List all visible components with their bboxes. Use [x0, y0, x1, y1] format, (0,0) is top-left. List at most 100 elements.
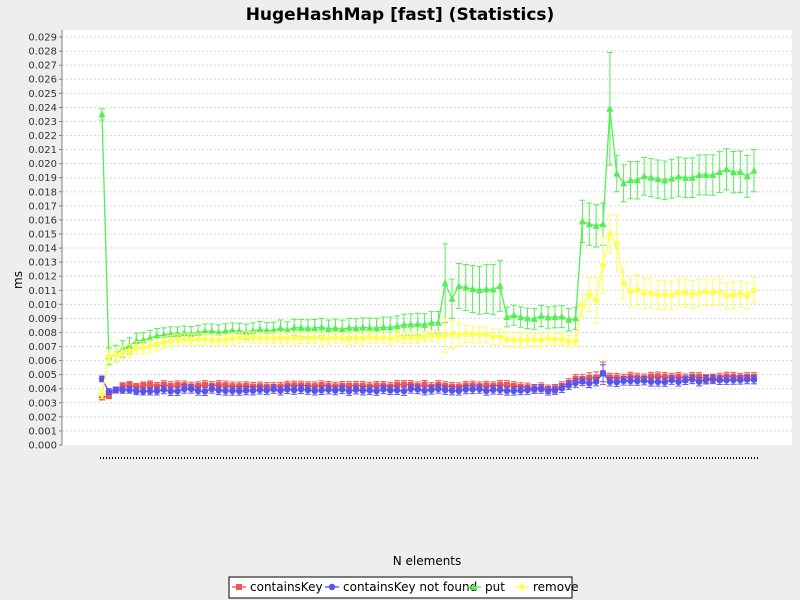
x-tick-dot — [451, 457, 452, 459]
legend-item: containsKey not found — [325, 580, 477, 594]
x-tick-dot — [742, 457, 743, 459]
x-tick-dot — [745, 457, 746, 459]
data-point — [448, 330, 457, 339]
x-tick-dot — [124, 457, 125, 459]
data-point — [441, 331, 450, 340]
data-point — [242, 387, 250, 394]
x-tick-dot — [652, 457, 653, 459]
x-tick-dot — [370, 457, 371, 459]
y-tick-label: 0.006 — [28, 356, 57, 367]
x-tick-dot — [637, 457, 638, 459]
data-point — [105, 388, 113, 395]
data-point — [620, 377, 627, 385]
data-point — [544, 334, 553, 343]
x-tick-dot — [691, 457, 692, 459]
data-point — [435, 385, 442, 393]
x-tick-dot — [589, 457, 590, 459]
data-point — [215, 328, 223, 336]
data-point — [716, 377, 723, 384]
data-point — [414, 320, 422, 328]
x-tick-dot — [319, 457, 320, 459]
data-point — [324, 334, 333, 343]
data-point — [695, 170, 703, 178]
data-point — [256, 325, 264, 333]
data-point — [345, 334, 354, 343]
data-point — [372, 334, 381, 343]
x-tick-dot — [139, 457, 140, 459]
x-tick-dot — [151, 457, 152, 459]
data-point — [167, 382, 174, 389]
x-tick-dot — [658, 457, 659, 459]
x-tick-dot — [616, 457, 617, 459]
x-tick-dot — [433, 457, 434, 459]
x-tick-dot — [523, 457, 524, 459]
data-point — [373, 324, 381, 332]
data-point — [207, 335, 216, 344]
data-point — [214, 336, 223, 345]
data-point — [291, 382, 298, 389]
data-point — [195, 383, 202, 390]
x-tick-dot — [193, 457, 194, 459]
x-tick-dot — [340, 457, 341, 459]
data-point — [441, 279, 449, 287]
data-point — [201, 388, 209, 395]
x-tick-dot — [238, 457, 239, 459]
x-tick-dot — [694, 457, 695, 459]
x-tick-dot — [664, 457, 665, 459]
data-point — [434, 332, 443, 341]
x-tick-dot — [715, 457, 716, 459]
x-tick-dot — [316, 457, 317, 459]
data-point — [654, 175, 662, 183]
x-tick-dot — [235, 457, 236, 459]
x-tick-dot — [439, 457, 440, 459]
data-point — [455, 387, 463, 395]
legend-label: containsKey — [250, 580, 323, 594]
data-point — [386, 323, 394, 331]
data-point — [689, 376, 696, 383]
data-point — [640, 172, 648, 180]
x-tick-dot — [457, 457, 458, 459]
x-tick-dot — [157, 457, 158, 459]
data-point — [194, 335, 203, 344]
data-point — [592, 221, 600, 229]
data-point — [229, 387, 236, 395]
data-point — [345, 323, 353, 331]
data-point — [352, 324, 360, 332]
x-tick-dot — [148, 457, 149, 459]
data-point — [359, 382, 366, 389]
x-tick-dot — [289, 457, 290, 459]
data-point — [332, 387, 339, 394]
x-tick-dot — [586, 457, 587, 459]
data-point — [387, 387, 394, 394]
x-tick-dot — [502, 457, 503, 459]
x-tick-dot — [571, 457, 572, 459]
x-tick-dot — [661, 457, 662, 459]
x-tick-dot — [496, 457, 497, 459]
x-tick-dot — [583, 457, 584, 459]
x-tick-dot — [352, 457, 353, 459]
data-point — [743, 172, 751, 180]
data-point — [351, 334, 360, 343]
y-tick-label: 0.017 — [28, 201, 57, 212]
x-tick-dot — [526, 457, 527, 459]
legend: containsKey containsKey not found put remov… — [228, 576, 579, 599]
data-point — [509, 335, 518, 344]
data-point — [531, 385, 538, 393]
data-point — [421, 381, 428, 388]
data-point — [407, 320, 415, 328]
x-tick-dot — [391, 457, 392, 459]
data-point — [743, 291, 752, 300]
data-point — [695, 378, 703, 385]
x-tick-dot — [499, 457, 500, 459]
x-tick-dot — [145, 457, 146, 459]
data-point — [454, 330, 463, 339]
data-point — [365, 332, 374, 341]
data-point — [98, 390, 106, 399]
data-point — [633, 176, 641, 184]
x-tick-dot — [613, 457, 614, 459]
data-point — [188, 385, 195, 393]
data-point — [743, 376, 751, 383]
x-tick-dot — [592, 457, 593, 459]
data-point — [222, 387, 229, 395]
data-point — [318, 382, 325, 389]
